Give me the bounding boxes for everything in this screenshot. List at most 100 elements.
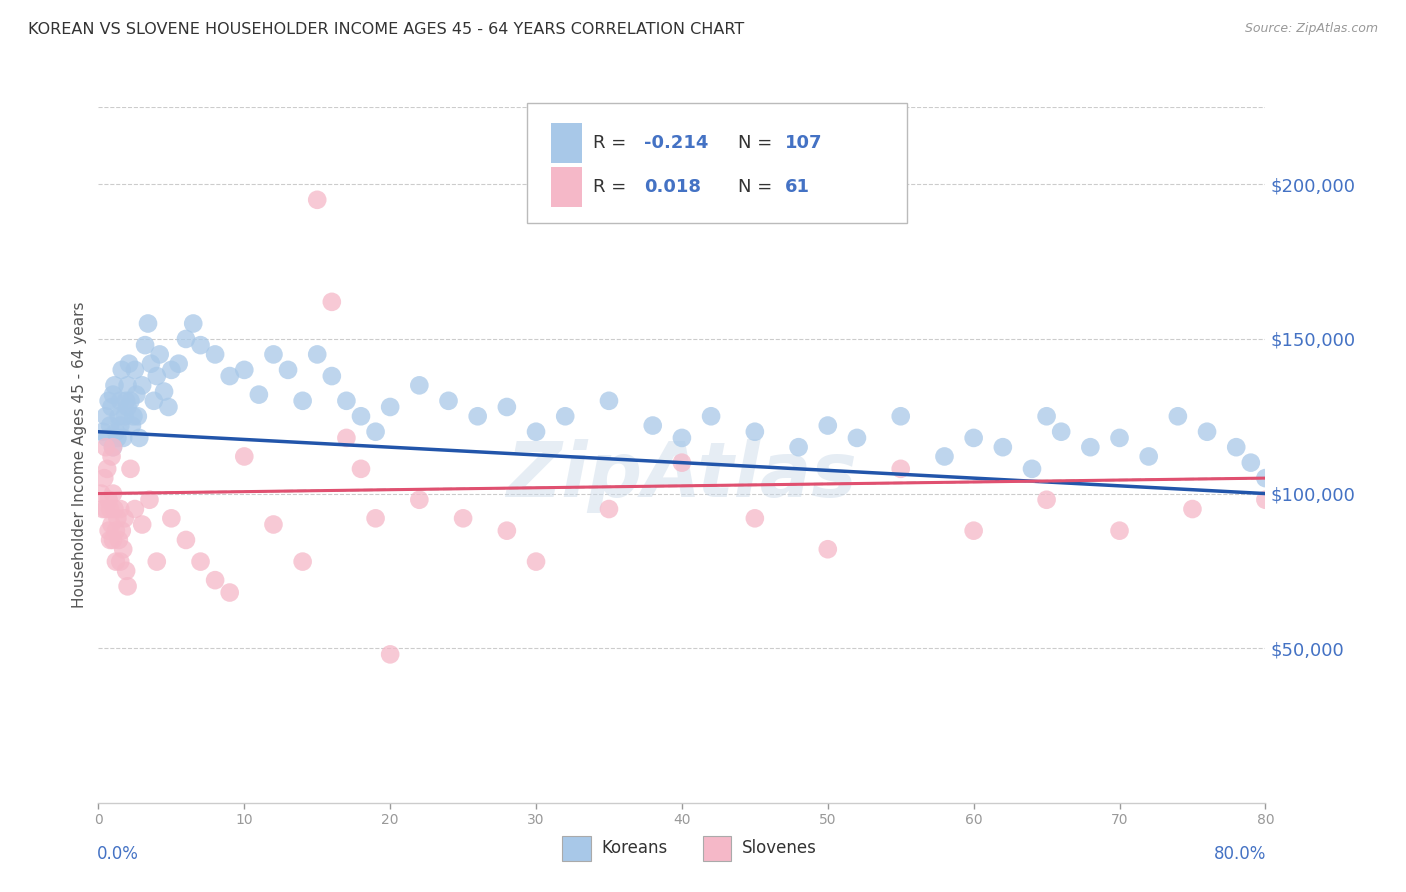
Point [495,524,517,538]
Point [1035,409,1057,424]
Point [134,338,156,352]
Point [112,431,135,445]
Point [101,486,124,500]
Point [91,425,114,439]
Point [321,294,343,309]
Point [890,409,912,424]
Point [845,431,868,445]
Point [233,363,256,377]
Point [167,357,190,371]
Point [598,393,620,408]
Point [1254,492,1277,507]
Point [378,648,402,662]
Point [138,492,160,507]
Point [247,387,270,401]
Point [153,384,176,399]
Point [98,502,121,516]
Text: 80.0%: 80.0% [1215,845,1267,863]
Point [524,555,547,569]
Point [962,524,984,538]
Point [1050,425,1073,439]
Text: N =: N = [738,178,778,196]
Point [94,502,117,516]
Point [1371,456,1393,470]
Point [262,517,284,532]
Point [100,400,122,414]
Point [91,502,114,516]
Point [350,462,373,476]
Point [101,533,124,547]
Point [991,440,1014,454]
Point [117,579,139,593]
Point [554,409,576,424]
Point [125,387,148,401]
Text: ZipAtlas: ZipAtlas [506,439,858,513]
Point [233,450,256,464]
Point [131,517,153,532]
Text: N =: N = [738,134,778,152]
Point [98,533,121,547]
Point [1035,492,1057,507]
Point [1268,431,1291,445]
Point [105,511,128,525]
Point [1225,440,1247,454]
Point [100,517,122,532]
Point [100,450,122,464]
Point [1312,450,1334,464]
Point [378,400,402,414]
Point [307,193,329,207]
Point [524,425,547,439]
Point [598,502,620,516]
Point [146,369,169,384]
Point [97,393,120,408]
Point [101,387,124,401]
Point [744,511,766,525]
Point [124,502,146,516]
Y-axis label: Householder Income Ages 45 - 64 years: Householder Income Ages 45 - 64 years [72,301,87,608]
Point [110,393,132,408]
Text: 107: 107 [785,134,823,152]
Point [335,393,357,408]
Point [700,409,723,424]
Text: 61: 61 [785,178,810,196]
Point [131,378,153,392]
Point [335,431,357,445]
Point [104,425,127,439]
Text: -0.214: -0.214 [644,134,709,152]
Point [1284,456,1306,470]
Point [160,511,183,525]
Point [364,511,387,525]
Point [111,524,134,538]
Point [1108,431,1130,445]
Point [105,431,128,445]
Point [817,418,839,433]
Point [139,357,162,371]
Point [181,317,204,331]
Point [111,363,134,377]
Point [104,524,127,538]
Point [1137,450,1160,464]
Point [121,418,143,433]
Point [97,492,120,507]
Point [350,409,373,424]
Point [307,347,329,361]
Point [451,511,474,525]
Point [962,431,984,445]
Point [157,400,180,414]
Point [90,486,112,500]
Text: Slovenes: Slovenes [742,839,817,857]
Point [671,431,693,445]
Point [96,462,118,476]
Point [108,409,131,424]
Point [1254,471,1277,485]
Point [128,431,150,445]
Point [744,425,766,439]
Point [1284,440,1306,454]
Point [96,431,118,445]
Point [115,564,138,578]
Point [1341,462,1364,476]
Point [467,409,489,424]
Point [817,542,839,557]
Point [98,418,121,433]
Point [136,317,159,331]
